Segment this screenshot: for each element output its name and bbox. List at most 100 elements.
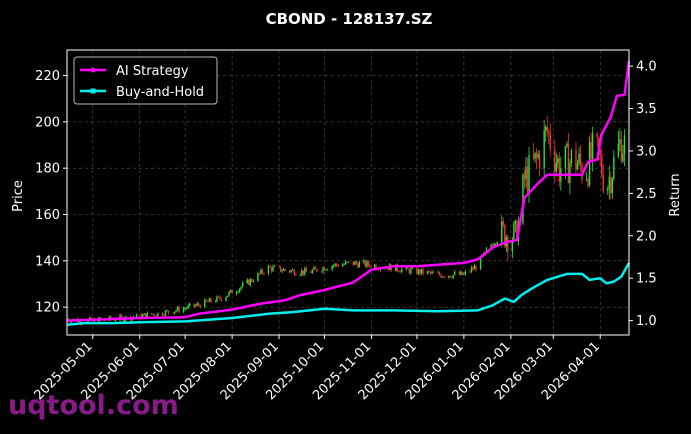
candle-body [335,263,338,266]
candle-body [314,267,317,269]
candle-body [591,133,594,160]
candle-body [205,299,208,302]
candle-body [449,275,451,278]
candle-body [544,126,547,131]
candle-body [135,314,138,318]
candle-body [501,221,503,243]
candle-body [272,266,274,271]
candle-body [123,319,126,322]
candle-body [410,268,412,274]
candle-body [193,303,195,307]
candle-body [214,301,217,303]
candle-body [598,138,600,150]
candle-body [163,315,165,317]
candle-body [270,267,273,271]
candle-body [522,174,524,224]
candle-body [451,277,453,278]
candle-body [326,269,329,271]
candle-body [237,291,239,293]
candle-body [578,153,580,164]
left-tick-label: 220 [35,69,60,84]
candle-body [502,221,504,225]
candle-body [461,271,464,275]
candle-body [281,270,283,272]
candle-body [114,320,117,321]
candle-body [369,265,371,268]
candle-body [341,264,344,267]
legend-marker-bh [90,88,96,94]
candle-body [175,310,177,312]
candle-body [619,139,621,144]
left-tick-label: 180 [35,162,60,177]
candle-body [399,271,401,273]
candle-body [395,264,397,272]
candle-body [387,267,389,270]
series-line-buy-and-hold [66,262,631,327]
watermark: uqtool.com [8,390,179,421]
candle-body [623,135,626,154]
left-axis-label: Price [11,180,26,212]
candle-body [269,265,271,268]
candle-body [182,308,185,312]
candle-body [248,279,250,285]
candle-body [420,268,423,274]
left-tick-label: 160 [35,208,60,223]
candle-body [458,272,461,275]
candle-body [401,268,403,273]
candle-body [305,268,308,272]
candle-body [491,244,494,246]
candle-body [463,273,465,275]
candle-body [416,267,418,274]
candle-body [432,271,435,273]
candle-body [538,153,541,169]
candle-body [469,271,471,273]
candle-body [288,270,291,273]
candle-body [407,266,409,269]
candle-body [438,272,441,275]
candle-body [198,303,200,306]
candle-body [555,163,557,172]
return-lines [66,60,631,327]
candle-body [548,130,550,133]
right-tick-label: 3.5 [636,102,657,117]
candle-body [610,176,612,194]
candle-body [511,240,514,252]
candle-body [176,307,179,311]
series-line-ai-strategy [66,60,631,322]
candle-body [587,179,589,186]
candle-body [242,282,244,287]
candle-body [417,269,420,274]
candle-body [440,274,442,278]
candle-body [570,149,573,163]
candle-body [601,155,603,175]
candle-body [575,149,577,170]
candle-body [346,261,348,263]
candle-body [228,291,230,296]
candle-body [332,265,335,267]
candle-body [485,248,488,252]
right-tick-label: 1.0 [636,314,657,329]
candle-body [316,268,318,272]
candle-body [345,261,347,265]
candle-body [226,295,229,298]
candle-body [157,312,159,317]
candle-body [195,305,197,307]
candle-body [620,139,623,162]
candle-body [611,178,614,194]
candle-body [279,266,282,272]
candle-body [166,310,168,312]
legend: AI Strategy Buy-and-Hold [73,56,218,105]
candle-body [199,305,202,308]
candle-body [325,269,327,271]
candle-body [358,262,361,268]
candle-body [494,244,497,245]
right-tick-label: 1.5 [636,272,657,287]
candle-body [151,313,153,315]
candle-body [323,267,326,271]
candle-body [320,271,323,273]
candle-body [535,152,538,158]
candle-body [479,257,482,270]
candle-body [526,166,529,192]
candle-body [352,261,355,265]
